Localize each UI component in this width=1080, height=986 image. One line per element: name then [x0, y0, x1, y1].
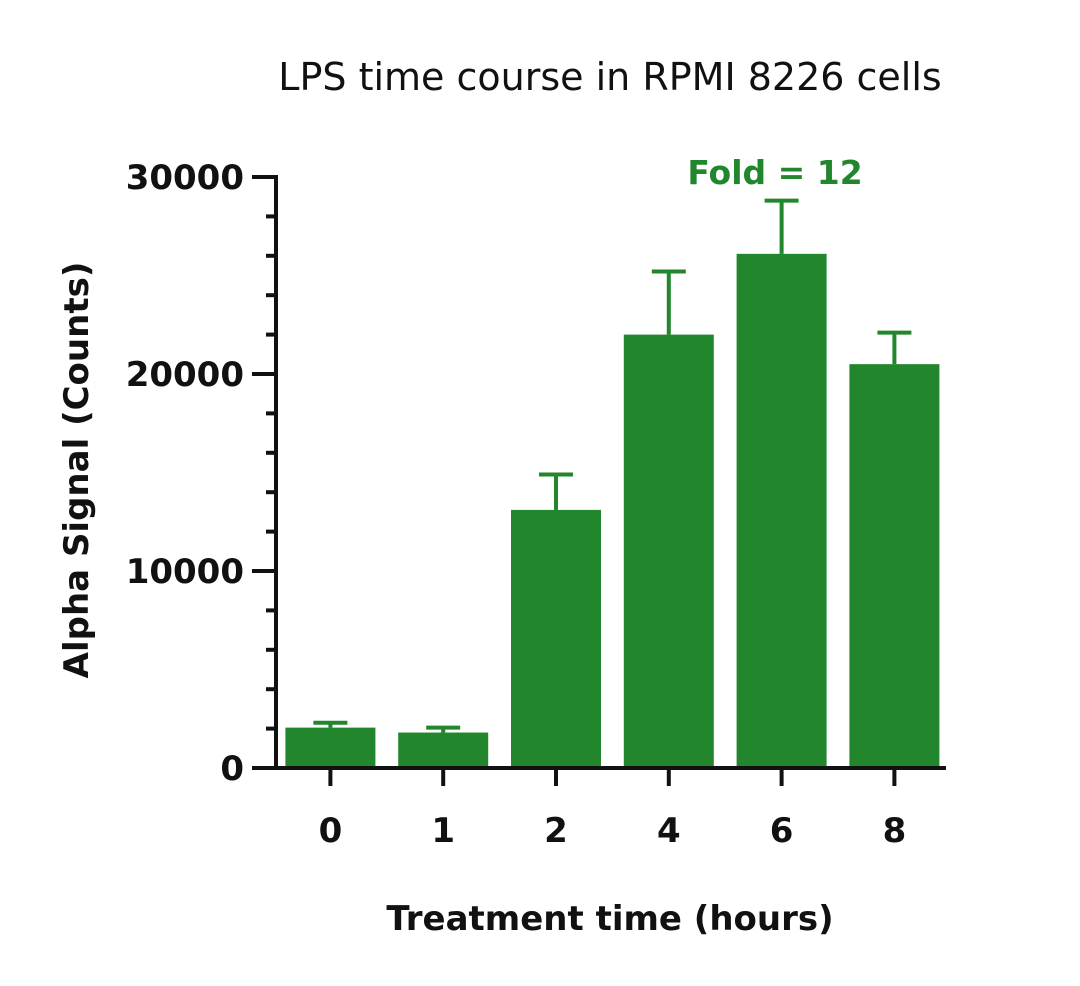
- chart-title: LPS time course in RPMI 8226 cells: [278, 55, 941, 99]
- x-tick-label: 1: [431, 811, 455, 851]
- axes-layer: [252, 175, 946, 786]
- y-tick-label: 10000: [126, 552, 244, 592]
- error-bar: [426, 725, 461, 733]
- bar: [849, 364, 940, 768]
- error-bars-layer: [313, 198, 912, 733]
- y-tick-label: 30000: [126, 158, 244, 198]
- x-axis-label: Treatment time (hours): [386, 899, 833, 939]
- bar: [736, 253, 827, 768]
- error-bar: [539, 472, 573, 510]
- fold-annotation: Fold = 12: [687, 153, 862, 192]
- bar: [285, 727, 376, 768]
- error-bar: [764, 198, 799, 254]
- y-tick-label: 0: [220, 749, 244, 789]
- y-tick-label: 20000: [126, 355, 244, 395]
- bar: [623, 334, 714, 768]
- x-tick-label: 4: [657, 811, 681, 851]
- x-tick-label: 2: [544, 811, 568, 851]
- bars-layer: [285, 253, 940, 768]
- bar: [398, 732, 489, 768]
- error-bar: [651, 269, 686, 335]
- error-bar: [877, 330, 912, 365]
- y-axis-label: Alpha Signal (Counts): [57, 262, 97, 679]
- error-bar: [313, 720, 348, 728]
- x-tick-label: 0: [319, 811, 343, 851]
- x-tick-label: 6: [770, 811, 794, 851]
- x-tick-label: 8: [883, 811, 907, 851]
- tick-labels-layer: 0 1 2 4 6 8 0 10000 20000 30000: [126, 158, 907, 851]
- bar: [511, 509, 601, 768]
